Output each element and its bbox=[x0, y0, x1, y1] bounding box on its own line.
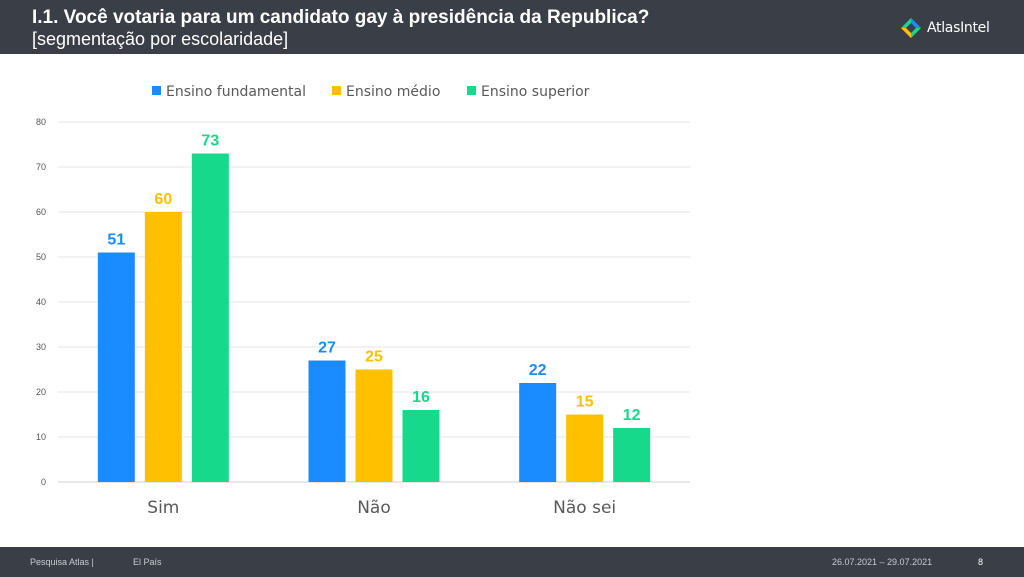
logo-text: AtlasIntel bbox=[927, 20, 990, 36]
legend-swatch bbox=[467, 86, 476, 95]
slide-header: I.1. Você votaria para um candidato gay … bbox=[0, 0, 1024, 54]
y-tick-label: 60 bbox=[36, 207, 46, 217]
y-tick-label: 50 bbox=[36, 252, 46, 262]
footer-client: El País bbox=[133, 557, 162, 567]
footer-source: Pesquisa Atlas | bbox=[30, 557, 94, 567]
y-tick-label: 70 bbox=[36, 162, 46, 172]
data-label: 73 bbox=[201, 133, 219, 150]
chart-area: 0 10 20 30 40 50 60 70 80 51 60 73 Sim 27 25 16 Não 22 15 1… bbox=[0, 54, 1024, 547]
data-label: 12 bbox=[623, 407, 641, 424]
legend-swatch bbox=[152, 86, 161, 95]
bar bbox=[97, 252, 135, 482]
x-category-label: Sim bbox=[147, 498, 179, 518]
page-subtitle: [segmentação por escolaridade] bbox=[32, 29, 289, 49]
bar bbox=[613, 428, 651, 482]
x-category-label: Não bbox=[357, 498, 391, 518]
legend-label: Ensino médio bbox=[346, 84, 440, 100]
footer-date-range: 26.07.2021 – 29.07.2021 bbox=[832, 557, 933, 567]
y-tick-label: 0 bbox=[41, 477, 46, 487]
data-label: 15 bbox=[576, 394, 594, 411]
bar bbox=[308, 360, 346, 482]
footer-page-number: 8 bbox=[978, 557, 984, 567]
data-label: 22 bbox=[529, 362, 547, 379]
y-tick-label: 80 bbox=[36, 117, 46, 127]
bar bbox=[566, 414, 604, 482]
data-label: 27 bbox=[318, 340, 336, 357]
legend-label: Ensino superior bbox=[481, 84, 590, 100]
bar bbox=[144, 212, 182, 482]
bar bbox=[519, 383, 557, 482]
legend-swatch bbox=[332, 86, 341, 95]
bar-chart: 0 10 20 30 40 50 60 70 80 51 60 73 Sim 27 25 16 Não 22 15 1… bbox=[36, 84, 690, 518]
y-tick-label: 30 bbox=[36, 342, 46, 352]
atlas-logo-icon bbox=[901, 18, 921, 38]
bar bbox=[355, 369, 393, 482]
y-tick-label: 10 bbox=[36, 432, 46, 442]
slide-footer: Pesquisa Atlas | El País 26.07.2021 – 29… bbox=[0, 547, 1024, 577]
legend-label: Ensino fundamental bbox=[166, 84, 306, 100]
atlasintel-logo: AtlasIntel bbox=[900, 15, 990, 41]
y-tick-label: 40 bbox=[36, 297, 46, 307]
y-tick-label: 20 bbox=[36, 387, 46, 397]
data-label: 60 bbox=[154, 191, 172, 208]
bar bbox=[191, 153, 229, 482]
data-label: 51 bbox=[107, 232, 125, 249]
bar bbox=[402, 410, 440, 482]
data-label: 25 bbox=[365, 349, 383, 366]
x-category-label: Não sei bbox=[553, 498, 616, 518]
data-label: 16 bbox=[412, 389, 430, 406]
page-title: I.1. Você votaria para um candidato gay … bbox=[32, 7, 650, 28]
